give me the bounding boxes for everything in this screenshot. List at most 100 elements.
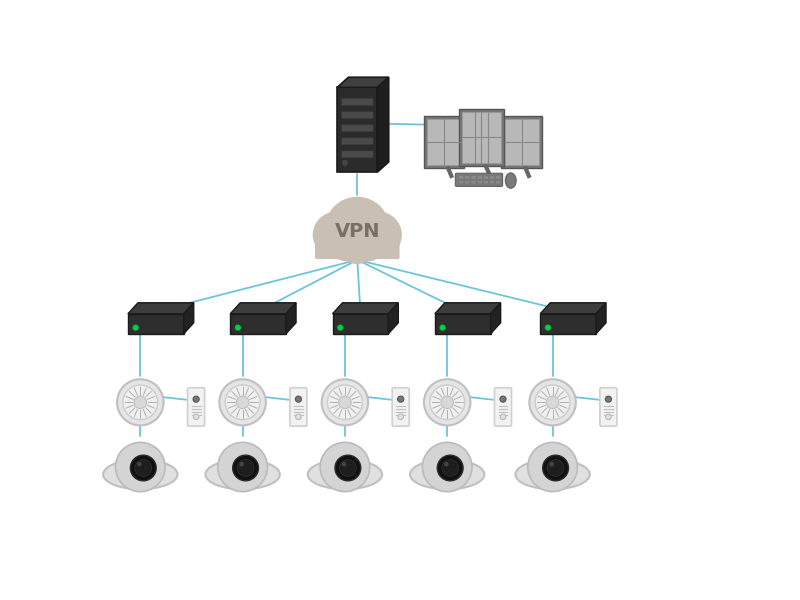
Circle shape (424, 379, 470, 425)
Circle shape (225, 385, 260, 419)
FancyBboxPatch shape (471, 181, 476, 184)
Circle shape (313, 212, 359, 258)
Circle shape (133, 325, 138, 331)
Circle shape (339, 460, 356, 476)
FancyBboxPatch shape (458, 176, 464, 179)
Circle shape (442, 460, 458, 476)
Ellipse shape (308, 460, 382, 489)
Circle shape (342, 462, 346, 466)
FancyBboxPatch shape (471, 176, 476, 179)
Circle shape (218, 442, 267, 491)
Circle shape (337, 325, 343, 331)
FancyBboxPatch shape (465, 176, 470, 179)
Circle shape (349, 224, 386, 262)
Circle shape (296, 414, 301, 419)
Circle shape (123, 385, 158, 419)
Circle shape (335, 455, 361, 481)
FancyBboxPatch shape (342, 138, 373, 145)
Polygon shape (502, 116, 542, 168)
Circle shape (545, 325, 551, 331)
FancyBboxPatch shape (490, 181, 494, 184)
Circle shape (528, 442, 578, 491)
Circle shape (235, 325, 241, 331)
FancyBboxPatch shape (315, 238, 399, 259)
Circle shape (320, 442, 370, 491)
FancyBboxPatch shape (477, 176, 482, 179)
Circle shape (322, 379, 368, 425)
Circle shape (500, 414, 506, 419)
Circle shape (135, 460, 152, 476)
Circle shape (444, 462, 449, 466)
Polygon shape (286, 303, 296, 334)
Text: VPN: VPN (334, 222, 380, 241)
FancyBboxPatch shape (600, 388, 617, 426)
Circle shape (236, 396, 249, 409)
Circle shape (327, 385, 362, 419)
Circle shape (194, 414, 199, 419)
Ellipse shape (515, 460, 590, 489)
Polygon shape (435, 314, 490, 334)
Polygon shape (230, 303, 296, 314)
Circle shape (606, 414, 611, 419)
Circle shape (325, 197, 390, 262)
Ellipse shape (410, 460, 485, 489)
FancyBboxPatch shape (477, 181, 482, 184)
Polygon shape (333, 314, 388, 334)
Ellipse shape (103, 460, 178, 489)
Circle shape (239, 462, 244, 466)
Polygon shape (424, 116, 464, 168)
Circle shape (441, 396, 454, 409)
Circle shape (193, 396, 199, 402)
Circle shape (430, 385, 465, 419)
Circle shape (338, 396, 351, 409)
Circle shape (535, 385, 570, 419)
Polygon shape (184, 303, 194, 334)
Polygon shape (378, 77, 389, 172)
Circle shape (130, 455, 156, 481)
Circle shape (355, 212, 402, 258)
Circle shape (550, 462, 554, 466)
FancyBboxPatch shape (187, 388, 205, 426)
Circle shape (547, 460, 564, 476)
FancyBboxPatch shape (462, 112, 501, 163)
Circle shape (398, 396, 404, 402)
Circle shape (422, 442, 472, 491)
Circle shape (115, 442, 165, 491)
Circle shape (606, 396, 611, 402)
FancyBboxPatch shape (494, 388, 511, 426)
FancyBboxPatch shape (427, 119, 461, 165)
Circle shape (439, 325, 446, 331)
FancyBboxPatch shape (483, 176, 489, 179)
FancyBboxPatch shape (342, 125, 373, 131)
FancyBboxPatch shape (483, 181, 489, 184)
Polygon shape (128, 314, 184, 334)
Polygon shape (540, 303, 606, 314)
Circle shape (438, 455, 463, 481)
Circle shape (137, 462, 142, 466)
FancyBboxPatch shape (465, 181, 470, 184)
Circle shape (530, 379, 576, 425)
Polygon shape (337, 77, 389, 88)
Circle shape (542, 455, 569, 481)
Polygon shape (388, 303, 398, 334)
Polygon shape (540, 314, 596, 334)
FancyBboxPatch shape (290, 388, 307, 426)
Circle shape (117, 379, 163, 425)
Circle shape (500, 396, 506, 402)
Polygon shape (459, 109, 504, 166)
Circle shape (237, 460, 254, 476)
FancyBboxPatch shape (496, 181, 501, 184)
Circle shape (342, 161, 347, 165)
Polygon shape (128, 303, 194, 314)
FancyBboxPatch shape (490, 176, 494, 179)
Circle shape (328, 224, 366, 262)
Polygon shape (490, 303, 501, 334)
Circle shape (398, 414, 403, 419)
Ellipse shape (506, 173, 516, 188)
FancyBboxPatch shape (342, 98, 373, 106)
FancyBboxPatch shape (505, 119, 538, 165)
FancyBboxPatch shape (342, 151, 373, 158)
Circle shape (295, 396, 302, 402)
Circle shape (546, 396, 559, 409)
FancyBboxPatch shape (496, 176, 501, 179)
